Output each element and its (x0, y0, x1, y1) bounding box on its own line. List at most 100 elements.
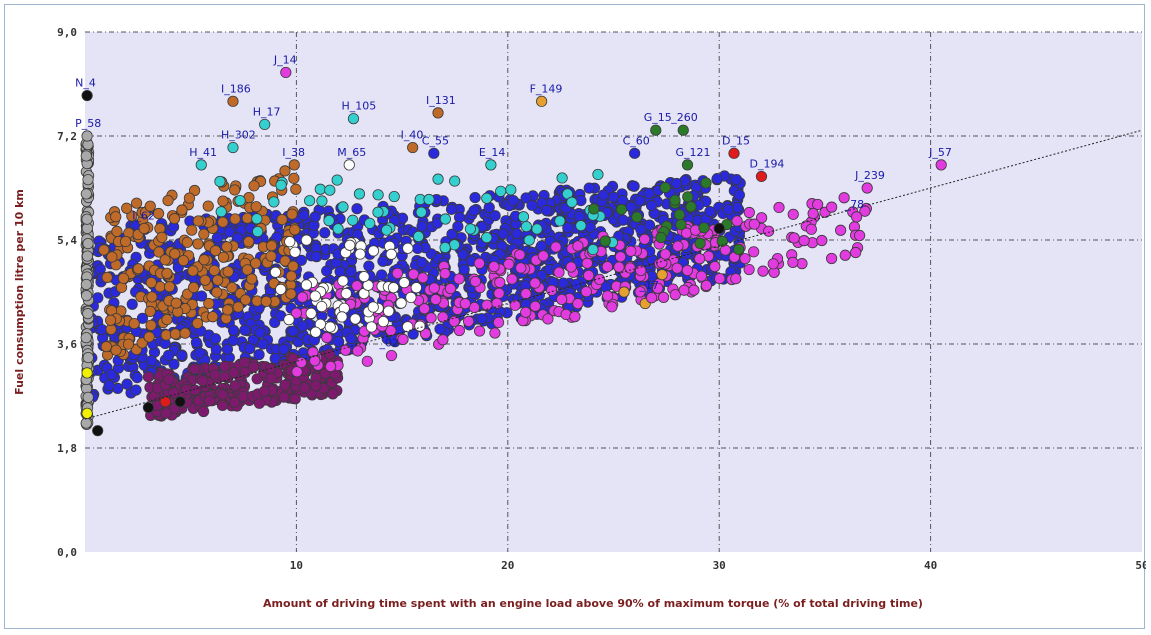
data-point (216, 399, 229, 412)
data-point (575, 220, 587, 232)
data-point (602, 290, 614, 302)
point-label: H_105 (341, 100, 376, 113)
data-point (191, 317, 204, 329)
data-point (298, 209, 310, 221)
data-point (111, 225, 123, 237)
labeled-point (485, 159, 497, 171)
data-point (186, 224, 198, 236)
data-point (316, 300, 328, 313)
data-point (492, 316, 505, 329)
data-point (634, 286, 646, 298)
data-point (106, 251, 118, 263)
data-point (228, 324, 240, 337)
point-label: I_62 (132, 209, 155, 222)
data-point (376, 269, 388, 281)
data-point (483, 201, 495, 214)
labeled-point (650, 124, 662, 136)
data-point (198, 254, 210, 266)
labeled-point (645, 292, 658, 304)
data-point (839, 249, 851, 261)
data-point (321, 265, 333, 277)
x-tick-label: 20 (501, 559, 514, 572)
data-point (278, 343, 290, 355)
data-point (333, 336, 345, 348)
data-point (385, 248, 397, 260)
data-point (713, 222, 725, 235)
data-point (748, 218, 760, 230)
data-point (80, 150, 92, 162)
data-point (704, 205, 716, 218)
data-point (481, 231, 493, 244)
data-point (221, 343, 234, 355)
data-point (279, 379, 291, 391)
data-point (254, 327, 266, 339)
data-point (80, 332, 92, 344)
data-point (289, 224, 301, 236)
data-point (506, 273, 518, 285)
data-point (279, 165, 291, 177)
data-point (554, 215, 566, 227)
data-point (439, 241, 451, 254)
data-point (309, 211, 321, 223)
data-point (229, 380, 241, 392)
y-tick-label: 7,2 (57, 130, 77, 143)
data-point (169, 248, 181, 260)
labeled-point (385, 349, 398, 362)
data-point (287, 260, 299, 272)
x-tick-label: 50 (1135, 559, 1146, 572)
data-point (462, 315, 475, 327)
point-label: E_14 (479, 146, 505, 159)
data-point (517, 211, 530, 223)
data-point (81, 213, 93, 225)
point-label: F_149 (530, 82, 563, 95)
data-point (207, 311, 219, 323)
data-point (473, 257, 486, 269)
point-label: I_186 (221, 82, 251, 95)
data-point (285, 288, 297, 300)
data-point (290, 183, 302, 195)
data-point (265, 372, 277, 384)
data-point (347, 214, 359, 226)
data-point (251, 213, 263, 225)
data-point (826, 252, 838, 265)
point-label: J_239 (854, 169, 885, 182)
data-point (189, 184, 201, 197)
data-point (323, 215, 335, 227)
data-point (325, 360, 337, 373)
data-point (351, 203, 363, 215)
data-point (562, 222, 574, 234)
data-point (557, 277, 569, 289)
x-axis-title: Amount of driving time spent with an eng… (263, 597, 923, 610)
data-point (537, 250, 549, 262)
data-point (266, 240, 278, 252)
data-point (344, 239, 356, 251)
data-point (269, 266, 282, 278)
data-point (336, 311, 348, 323)
data-point (520, 220, 532, 233)
data-point (144, 200, 156, 212)
data-point (192, 238, 204, 250)
data-point (145, 276, 157, 289)
data-point (275, 179, 287, 191)
data-point (592, 168, 604, 181)
point-label: G_121 (675, 146, 710, 159)
data-point (685, 201, 697, 213)
data-point (807, 207, 819, 220)
data-point (197, 375, 209, 387)
data-point (416, 256, 428, 268)
data-point (309, 290, 321, 302)
data-point (81, 407, 93, 419)
data-point (520, 192, 532, 204)
data-point (488, 261, 500, 273)
data-point (669, 194, 681, 206)
data-point (340, 287, 352, 300)
data-point (197, 405, 210, 418)
data-point (110, 344, 122, 356)
data-point (569, 311, 581, 323)
data-point (297, 320, 309, 332)
data-point (391, 267, 404, 279)
data-point (354, 248, 366, 260)
data-point (542, 313, 554, 325)
point-label: G_15 (644, 111, 672, 124)
data-point (367, 301, 379, 313)
